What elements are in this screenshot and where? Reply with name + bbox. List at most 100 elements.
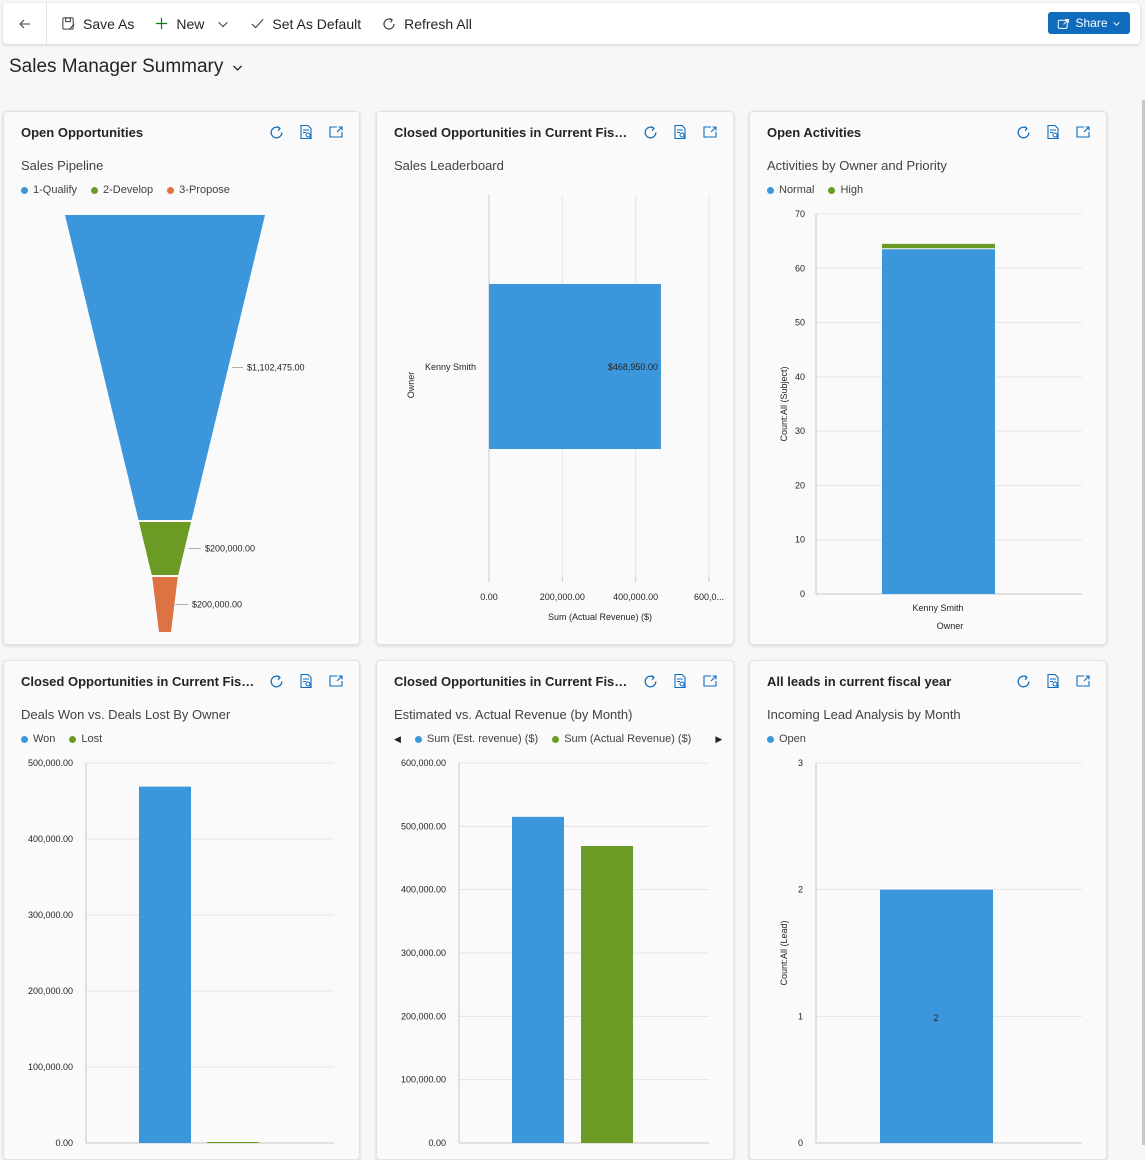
view-records-icon[interactable] [1044,123,1062,141]
bar-normal[interactable] [882,249,995,595]
refresh-chart-icon[interactable] [1014,123,1032,141]
tick-label: 0.00 [428,1138,446,1148]
set-as-default-button[interactable]: Set As Default [240,3,371,44]
legend-label: Sum (Est. revenue) ($) [426,733,539,745]
save-as-icon [62,17,75,30]
chart-legend: ◀ Sum (Est. revenue) ($) Sum (Actual Reven… [394,733,733,745]
legend-label: Lost [81,733,103,745]
legend-dot [828,186,836,194]
tick-label: 200,000.00 [401,1011,446,1021]
funnel-segment[interactable] [65,215,265,520]
chart-legend: 1-Qualify 2-Develop 3-Propose [21,184,244,196]
share-button[interactable]: Share [1048,12,1130,34]
expand-chart-icon[interactable] [327,672,345,690]
bar[interactable] [139,786,191,1143]
bar[interactable] [880,889,993,1143]
tick-label: 30 [795,426,805,436]
refresh-chart-icon[interactable] [641,123,659,141]
back-button[interactable] [3,3,47,44]
legend-label: Open [779,733,806,745]
expand-chart-icon[interactable] [1074,672,1092,690]
chart-canvas: 0.00 100,000.00 200,000.00 300,000.00 400,00… [28,758,334,1148]
tick-label: 100,000.00 [28,1062,73,1072]
chart-name: Estimated vs. Actual Revenue (by Month) [394,707,633,722]
checkmark-icon [251,18,264,29]
legend-dot [414,735,422,743]
bar[interactable] [512,816,564,1143]
refresh-chart-icon[interactable] [641,672,659,690]
legend-prev-icon[interactable]: ◀ [394,733,401,744]
view-records-icon[interactable] [1044,672,1062,690]
chevron-down-icon[interactable] [216,17,230,31]
refresh-all-label: Refresh All [404,15,472,32]
legend-item[interactable]: Sum (Est. revenue) ($) [414,733,539,745]
view-records-icon[interactable] [297,123,315,141]
expand-chart-icon[interactable] [701,123,719,141]
new-label: New [176,15,205,32]
tick-label: 500,000.00 [28,758,73,768]
tick-label: 0.00 [55,1138,73,1148]
set-as-default-label: Set As Default [272,15,362,32]
chevron-down-icon [1112,21,1120,26]
legend-item[interactable]: 2-Develop [91,184,153,196]
dashboard-title[interactable]: Sales Manager Summary [9,56,244,78]
view-records-icon[interactable] [671,123,689,141]
legend-item[interactable]: Sum (Actual Revenue) ($) [552,733,691,745]
y-axis-title: Owner [406,372,416,399]
expand-chart-icon[interactable] [701,672,719,690]
tick-label: 100,000.00 [401,1075,446,1085]
tick-label: 10 [795,535,805,545]
legend-item[interactable]: High [828,184,863,196]
share-icon [1058,18,1070,29]
legend-item[interactable]: 3-Propose [167,184,230,196]
share-label: Share [1075,16,1108,30]
tick-label: 400,000.00 [401,885,446,895]
legend-next-icon[interactable]: ▶ [715,733,723,744]
chart-canvas: 0.00 200,000.00 400,000.00 600,0... $468,950… [406,195,724,622]
tick-label: 70 [795,209,805,219]
save-as-button[interactable]: Save As [51,3,144,44]
chart-name: Sales Leaderboard [394,158,504,173]
view-records-icon[interactable] [671,672,689,690]
funnel-segment[interactable] [138,522,192,575]
legend-item[interactable]: Open [767,733,806,745]
data-label: $1,102,475.00 [247,363,305,373]
tick-label: 300,000.00 [28,910,73,920]
tick-label: 1 [798,1011,803,1021]
dashboard-title-text: Sales Manager Summary [9,56,224,77]
chart-legend: Open [767,733,820,745]
view-records-icon[interactable] [297,672,315,690]
bar[interactable] [207,1142,259,1143]
bar[interactable] [489,284,661,449]
new-button[interactable]: New [144,3,240,44]
x-axis-title: Owner [937,621,964,631]
command-bar: Save As New Set As Default Refresh All S… [3,3,1140,44]
tick-label: 0.00 [480,592,498,602]
legend-item[interactable]: 1-Qualify [21,184,77,196]
page-scrollbar[interactable] [1142,100,1145,1145]
tick-label: 20 [795,480,805,490]
y-axis-title: Count:All (Lead) [779,920,789,985]
bar-high[interactable] [882,243,995,249]
legend-item[interactable]: Lost [69,733,102,745]
chart-name: Deals Won vs. Deals Lost By Owner [21,707,231,722]
refresh-chart-icon[interactable] [267,672,285,690]
chart-canvas: 0.00 100,000.00 200,000.00 300,000.00 400,00… [401,758,709,1148]
funnel-segment[interactable] [152,577,178,632]
legend-item[interactable]: Won [21,733,55,745]
refresh-all-button[interactable]: Refresh All [371,3,482,44]
legend-item[interactable]: Normal [767,184,814,196]
expand-chart-icon[interactable] [1074,123,1092,141]
data-label: $200,000.00 [192,600,242,610]
tick-label: 40 [795,372,805,382]
dashboard-card: Closed Opportunities in Current Fiscal..… [376,660,734,1160]
dashboard-card: Closed Opportunities in Current Fiscal..… [376,111,734,645]
category-label: Kenny Smith [425,362,476,372]
refresh-chart-icon[interactable] [1014,672,1032,690]
legend-dot [552,735,560,743]
expand-chart-icon[interactable] [327,123,345,141]
refresh-chart-icon[interactable] [267,123,285,141]
legend-label: 3-Propose [179,184,230,196]
data-label: 2 [933,1013,938,1023]
bar[interactable] [581,845,633,1143]
